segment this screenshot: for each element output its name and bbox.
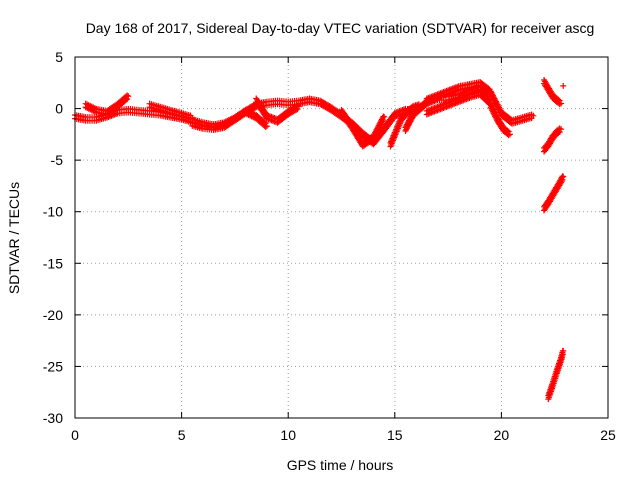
data-point	[560, 82, 567, 89]
series-recovery-branch-b	[402, 102, 422, 135]
data-point	[486, 86, 493, 93]
y-tick-label: -20	[43, 307, 63, 323]
x-tick-label: 10	[280, 427, 296, 443]
axis-ticks: 0 5 10 15 20 25 5 0 -5 -10 -15 -20 -25 -30	[43, 49, 616, 443]
x-axis-label: GPS time / hours	[287, 457, 394, 473]
data-point	[485, 85, 492, 92]
y-tick-label: -25	[43, 358, 63, 374]
data-point	[560, 173, 567, 180]
data-point	[530, 112, 537, 119]
data-point	[295, 103, 302, 110]
y-tick-label: -15	[43, 255, 63, 271]
data-point	[504, 127, 511, 134]
y-tick-label: -30	[43, 410, 63, 426]
data-point	[262, 120, 269, 127]
x-tick-label: 20	[494, 427, 510, 443]
data-point	[261, 119, 268, 126]
series-late-hump-upper	[423, 79, 494, 106]
data-point	[485, 96, 492, 103]
x-tick-label: 25	[600, 427, 616, 443]
x-tick-label: 5	[178, 427, 186, 443]
y-tick-label: 0	[55, 101, 63, 117]
data-point	[125, 93, 132, 100]
series-late-hump-lower	[423, 88, 494, 118]
series-early-upper-branch	[82, 92, 132, 118]
data-point	[560, 347, 567, 354]
y-tick-label: -10	[43, 204, 63, 220]
series-arc-minus8	[541, 173, 567, 214]
series-mid-upper-branch	[146, 100, 196, 123]
y-tick-label: 5	[55, 49, 63, 65]
series-arc-minus26	[545, 347, 567, 403]
y-axis-label: SDTVAR / TECUs	[6, 182, 22, 294]
series-arc-2-isolated	[560, 82, 567, 89]
x-tick-label: 15	[387, 427, 403, 443]
y-tick-label: -5	[51, 152, 64, 168]
data-point	[124, 92, 131, 99]
data-point	[506, 131, 513, 138]
data-point	[486, 97, 493, 104]
series-arc-2	[541, 76, 565, 108]
data-point	[415, 103, 422, 110]
series-lower-branch-a	[189, 106, 270, 133]
data-point	[558, 126, 565, 133]
series-dip-branch	[338, 106, 388, 150]
chart-title: Day 168 of 2017, Sidereal Day-to-day VTE…	[86, 20, 595, 36]
series-tail-branch	[487, 100, 513, 139]
data-points	[72, 76, 567, 403]
series-lower-branch-b	[253, 95, 302, 126]
data-point	[294, 102, 301, 109]
data-point	[381, 113, 388, 120]
x-tick-label: 0	[71, 427, 79, 443]
plot-frame	[74, 56, 609, 419]
series-arc-minus3	[541, 125, 565, 155]
data-point	[487, 89, 494, 96]
data-point	[505, 128, 512, 135]
data-point	[558, 100, 565, 107]
data-point	[263, 123, 270, 130]
